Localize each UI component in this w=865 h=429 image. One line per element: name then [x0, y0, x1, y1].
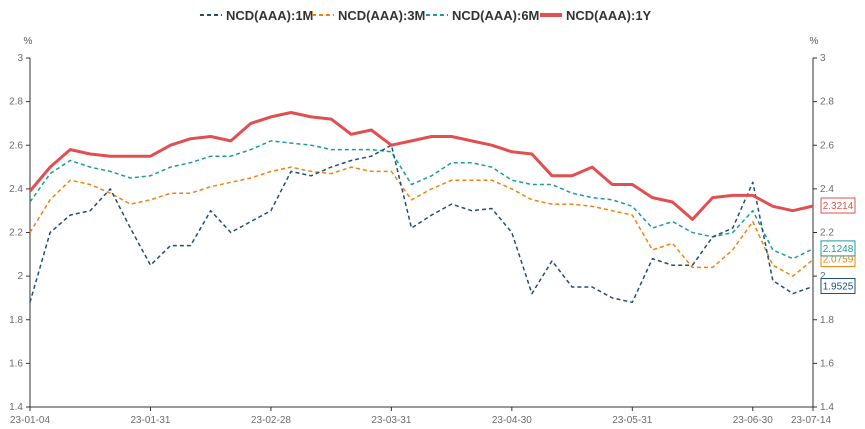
x-tick-label: 23-01-31 — [130, 415, 170, 426]
end-label-box — [820, 197, 856, 214]
x-tick-label: 23-05-31 — [612, 415, 652, 426]
y-tick-label-right: 3 — [820, 53, 826, 64]
y-tick-label: 1.6 — [9, 358, 23, 369]
legend-label: NCD(AAA):1M — [226, 8, 313, 23]
series-line-ncd-aaa-3m — [29, 166, 814, 277]
end-label-text: 2.0759 — [823, 255, 854, 266]
series-line-ncd-aaa-1m — [29, 144, 814, 304]
axes: 1.4 1.4 1.6 1.6 1.8 1.8 2 2 2.2 2.2 2.4 2.4 2.6 2.6 2.… — [9, 53, 834, 426]
right-axis-unit: % — [810, 36, 819, 47]
legend-label: NCD(AAA):6M — [452, 8, 539, 23]
x-tick-label: 23-01-04 — [10, 415, 50, 426]
x-tick-label: 23-06-30 — [733, 415, 773, 426]
y-tick-label: 2.2 — [9, 228, 23, 239]
legend-item[interactable]: NCD(AAA):3M — [312, 8, 425, 23]
y-tick-label: 1.4 — [9, 402, 23, 413]
y-tick-label-right: 2.4 — [820, 184, 834, 195]
y-tick-label-right: 1.8 — [820, 315, 834, 326]
y-tick-label: 2.6 — [9, 140, 23, 151]
end-label-text: 1.9525 — [823, 281, 854, 292]
end-label: 1.9525 — [820, 277, 856, 294]
end-label-box — [820, 240, 856, 257]
x-tick-label: 23-02-28 — [251, 415, 291, 426]
x-tick-label: 23-04-30 — [492, 415, 532, 426]
y-tick-label-right: 2.8 — [820, 97, 834, 108]
y-tick-label-right: 2 — [820, 271, 826, 282]
legend-label: NCD(AAA):1Y — [566, 8, 652, 23]
y-tick-label: 2 — [17, 271, 23, 282]
y-tick-label-right: 2.6 — [820, 140, 834, 151]
end-label: 2.1248 — [820, 240, 856, 257]
y-tick-label: 2.8 — [9, 97, 23, 108]
end-label-text: 2.3214 — [823, 201, 854, 212]
legend: NCD(AAA):1M NCD(AAA):3M NCD(AAA):6M NCD(AAA… — [200, 8, 652, 23]
y-tick-label: 3 — [17, 53, 23, 64]
end-label-box — [820, 277, 856, 294]
series-line-ncd-aaa-1y — [28, 111, 814, 221]
left-axis-unit: % — [24, 36, 33, 47]
y-tick-label: 2.4 — [9, 184, 23, 195]
legend-label: NCD(AAA):3M — [338, 8, 425, 23]
x-tick-label: 23-03-31 — [371, 415, 411, 426]
series-line-ncd-aaa-6m — [29, 140, 814, 260]
x-tick-label: 23-07-14 — [791, 415, 831, 426]
legend-item[interactable]: NCD(AAA):1Y — [540, 8, 652, 23]
y-tick-label: 1.8 — [9, 315, 23, 326]
legend-item[interactable]: NCD(AAA):6M — [426, 8, 539, 23]
y-tick-label-right: 2.2 — [820, 228, 834, 239]
y-tick-label-right: 1.6 — [820, 358, 834, 369]
end-label: 2.3214 — [820, 197, 856, 214]
legend-item[interactable]: NCD(AAA):1M — [200, 8, 313, 23]
y-tick-label-right: 1.4 — [820, 402, 834, 413]
end-label-text: 2.1248 — [823, 244, 854, 255]
series-lines — [28, 111, 814, 304]
